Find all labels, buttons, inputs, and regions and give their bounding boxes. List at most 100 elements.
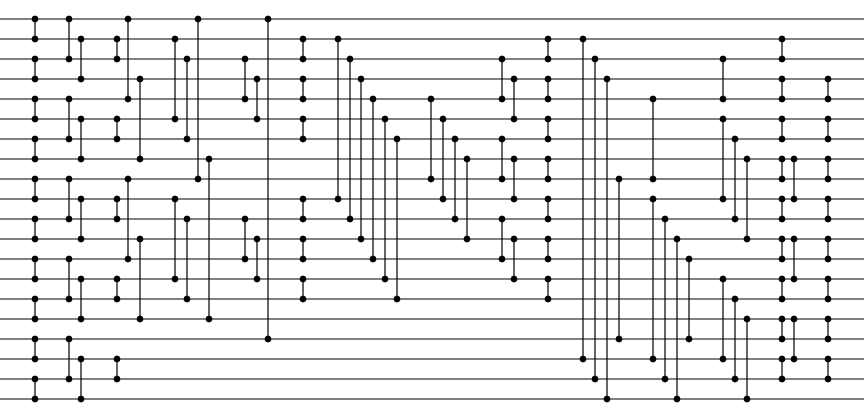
comparator [649,195,657,363]
comparator-node [778,335,786,343]
comparator-node [346,55,354,63]
comparator [205,155,213,323]
comparator-node [31,255,39,263]
comparator-node [369,255,377,263]
comparator-node [824,195,832,203]
comparator-node [544,35,552,43]
comparator-node [264,335,272,343]
comparator [346,55,354,223]
comparator-node [579,35,587,43]
comparator-node [824,315,832,323]
comparator-node [171,195,179,203]
comparator [77,115,85,163]
comparator [124,15,132,103]
comparator-node [31,195,39,203]
comparator-node [299,235,307,243]
comparator-node [673,235,681,243]
comparator-node [124,175,132,183]
comparator-node [498,95,506,103]
comparator [113,195,121,223]
comparator-node [661,215,669,223]
comparator [778,315,786,343]
comparator-node [31,75,39,83]
comparator [661,215,669,383]
comparator-node [31,375,39,383]
comparator [778,275,786,303]
comparator-node [685,255,693,263]
comparator-node [731,295,739,303]
comparator-group [31,15,832,403]
comparator-node [113,355,121,363]
comparator-node [685,335,693,343]
comparator-node [778,375,786,383]
comparator-node [264,15,272,23]
comparator [824,275,832,303]
comparator-node [778,175,786,183]
comparator [731,135,739,223]
comparator-node [205,155,213,163]
comparator-node [183,295,191,303]
comparator [65,95,73,143]
comparator-node [451,215,459,223]
comparator-node [824,175,832,183]
comparator [778,155,786,183]
comparator-node [778,315,786,323]
comparator [498,135,506,183]
comparator-node [719,355,727,363]
comparator [649,95,657,183]
comparator-node [743,155,751,163]
comparator-node [778,95,786,103]
comparator-node [171,35,179,43]
comparator-node [381,275,389,283]
comparator-node [113,115,121,123]
comparator-node [544,115,552,123]
comparator-node [136,75,144,83]
comparator-node [790,275,798,283]
comparator [427,95,435,183]
comparator [77,275,85,323]
comparator-node [346,215,354,223]
comparator [498,215,506,263]
comparator-node [719,275,727,283]
comparator [113,115,121,143]
comparator-node [77,75,85,83]
comparator [31,255,39,283]
comparator [299,35,307,63]
comparator-node [544,215,552,223]
comparator-node [824,375,832,383]
comparator-node [241,215,249,223]
comparator [673,235,681,403]
comparator-node [510,195,518,203]
comparator-node [778,55,786,63]
comparator [498,55,506,103]
comparator-node [579,355,587,363]
comparator-node [778,195,786,203]
comparator [77,355,85,403]
comparator [183,55,191,143]
comparator-node [498,255,506,263]
comparator-node [124,95,132,103]
comparator [544,35,552,63]
comparator [544,115,552,143]
comparator-node [31,295,39,303]
comparator [113,35,121,63]
comparator-node [649,195,657,203]
comparator-node [113,35,121,43]
comparator [334,35,342,203]
comparator-node [253,115,261,123]
comparator-node [778,295,786,303]
comparator-node [544,175,552,183]
comparator [463,155,471,243]
comparator-node [743,315,751,323]
comparator [824,75,832,103]
comparator-node [719,195,727,203]
comparator-node [31,395,39,403]
comparator [299,75,307,103]
comparator [136,75,144,163]
comparator [124,175,132,263]
comparator-node [31,95,39,103]
comparator [369,95,377,263]
comparator [299,275,307,303]
comparator-node [299,135,307,143]
comparator-node [299,75,307,83]
